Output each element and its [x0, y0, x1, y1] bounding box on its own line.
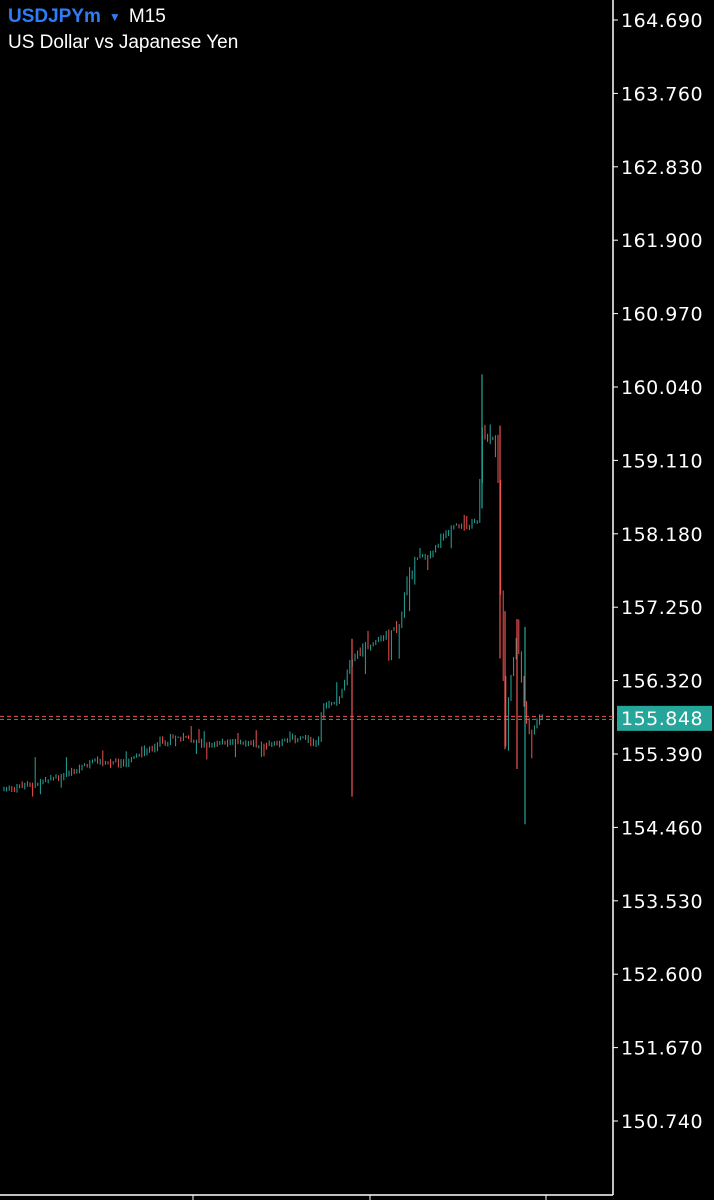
symbol-description: US Dollar vs Japanese Yen: [8, 32, 239, 53]
chart-header: USDJPYm ▼ M15 US Dollar vs Japanese Yen: [8, 4, 238, 56]
price-axis-label: 163.760: [621, 83, 703, 105]
price-axis-label: 161.900: [621, 230, 703, 252]
price-axis-label: 160.040: [621, 377, 703, 399]
price-axis-label: 155.390: [621, 744, 703, 766]
symbol-line: USDJPYm ▼ M15: [8, 4, 238, 30]
price-axis-label: 162.830: [621, 157, 703, 179]
price-axis-label: 158.180: [621, 524, 703, 546]
caret-down-icon[interactable]: ▼: [108, 10, 121, 24]
price-axis-label: 157.250: [621, 597, 703, 619]
timeframe-label[interactable]: M15: [128, 6, 166, 27]
price-axis-label: 164.690: [621, 10, 703, 32]
symbol-name[interactable]: USDJPYm: [8, 6, 101, 27]
price-axis-label: 152.600: [621, 964, 703, 986]
price-axis-label: 151.670: [621, 1038, 703, 1060]
current-price-box: [617, 705, 712, 731]
price-axis-label: 153.530: [621, 891, 703, 913]
price-axis-label: 160.970: [621, 304, 703, 326]
price-axis-label: 159.110: [621, 450, 703, 472]
price-axis-label: 150.740: [621, 1111, 703, 1133]
current-price-label: 155.848: [621, 708, 703, 730]
price-axis-label: 156.320: [621, 671, 703, 693]
price-axis-label: 154.460: [621, 817, 703, 839]
